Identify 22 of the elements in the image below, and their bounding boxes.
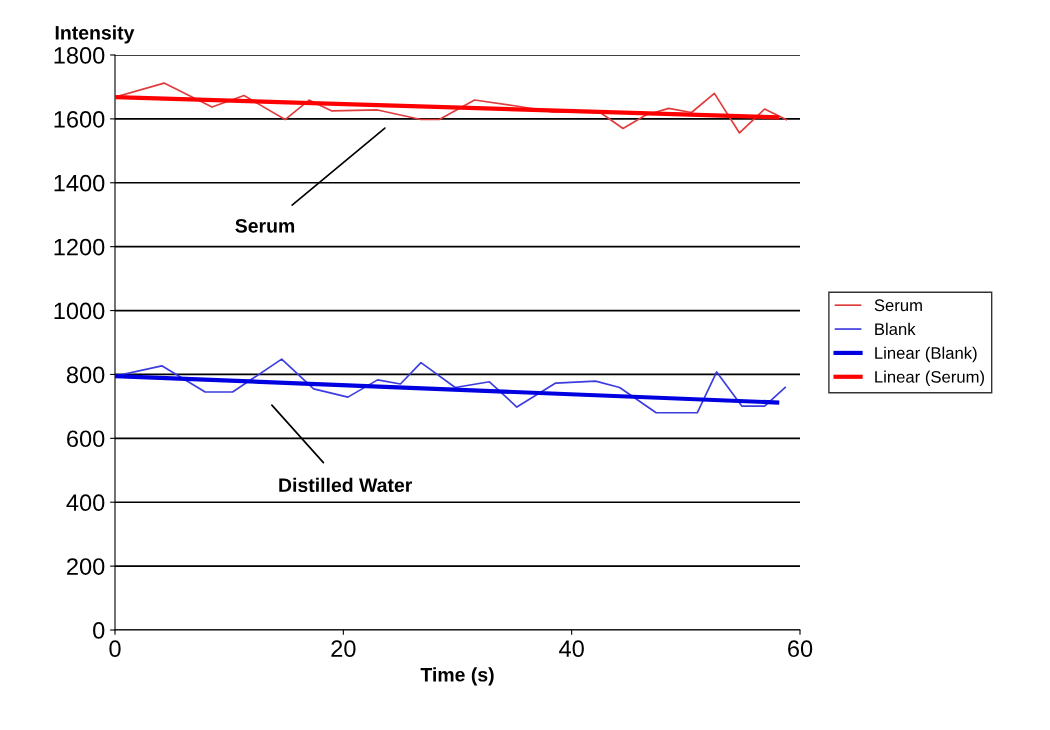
y-tick-label: 1200 [54,238,105,256]
x-tick-label: 40 [559,640,584,658]
legend-label: Linear (Serum) [875,370,984,387]
y-tick-label: 0 [93,622,105,639]
y-tick-label: 200 [67,558,105,575]
y-tick-label: 1600 [54,110,105,128]
x-tick-label: 0 [109,640,121,658]
y-tick-label: 600 [67,430,105,448]
y-tick-label: 1800 [54,47,105,64]
x-tick-label: 20 [331,640,356,658]
y-tick-label: 400 [66,494,105,512]
y-axis-title: Intensity [55,25,135,44]
x-tick-label: 60 [788,640,813,658]
annotation: Distilled Water [279,477,413,493]
x-axis-title: Time (s) [420,667,494,686]
y-tick-label: 1400 [54,174,105,192]
legend-label: Serum [874,299,922,312]
legend-label: Blank [875,322,916,336]
y-tick-label: 1000 [54,302,105,320]
y-tick-label: 800 [66,366,105,384]
annotation: Serum [235,218,295,233]
legend-label: Linear (Blank) [875,346,977,363]
